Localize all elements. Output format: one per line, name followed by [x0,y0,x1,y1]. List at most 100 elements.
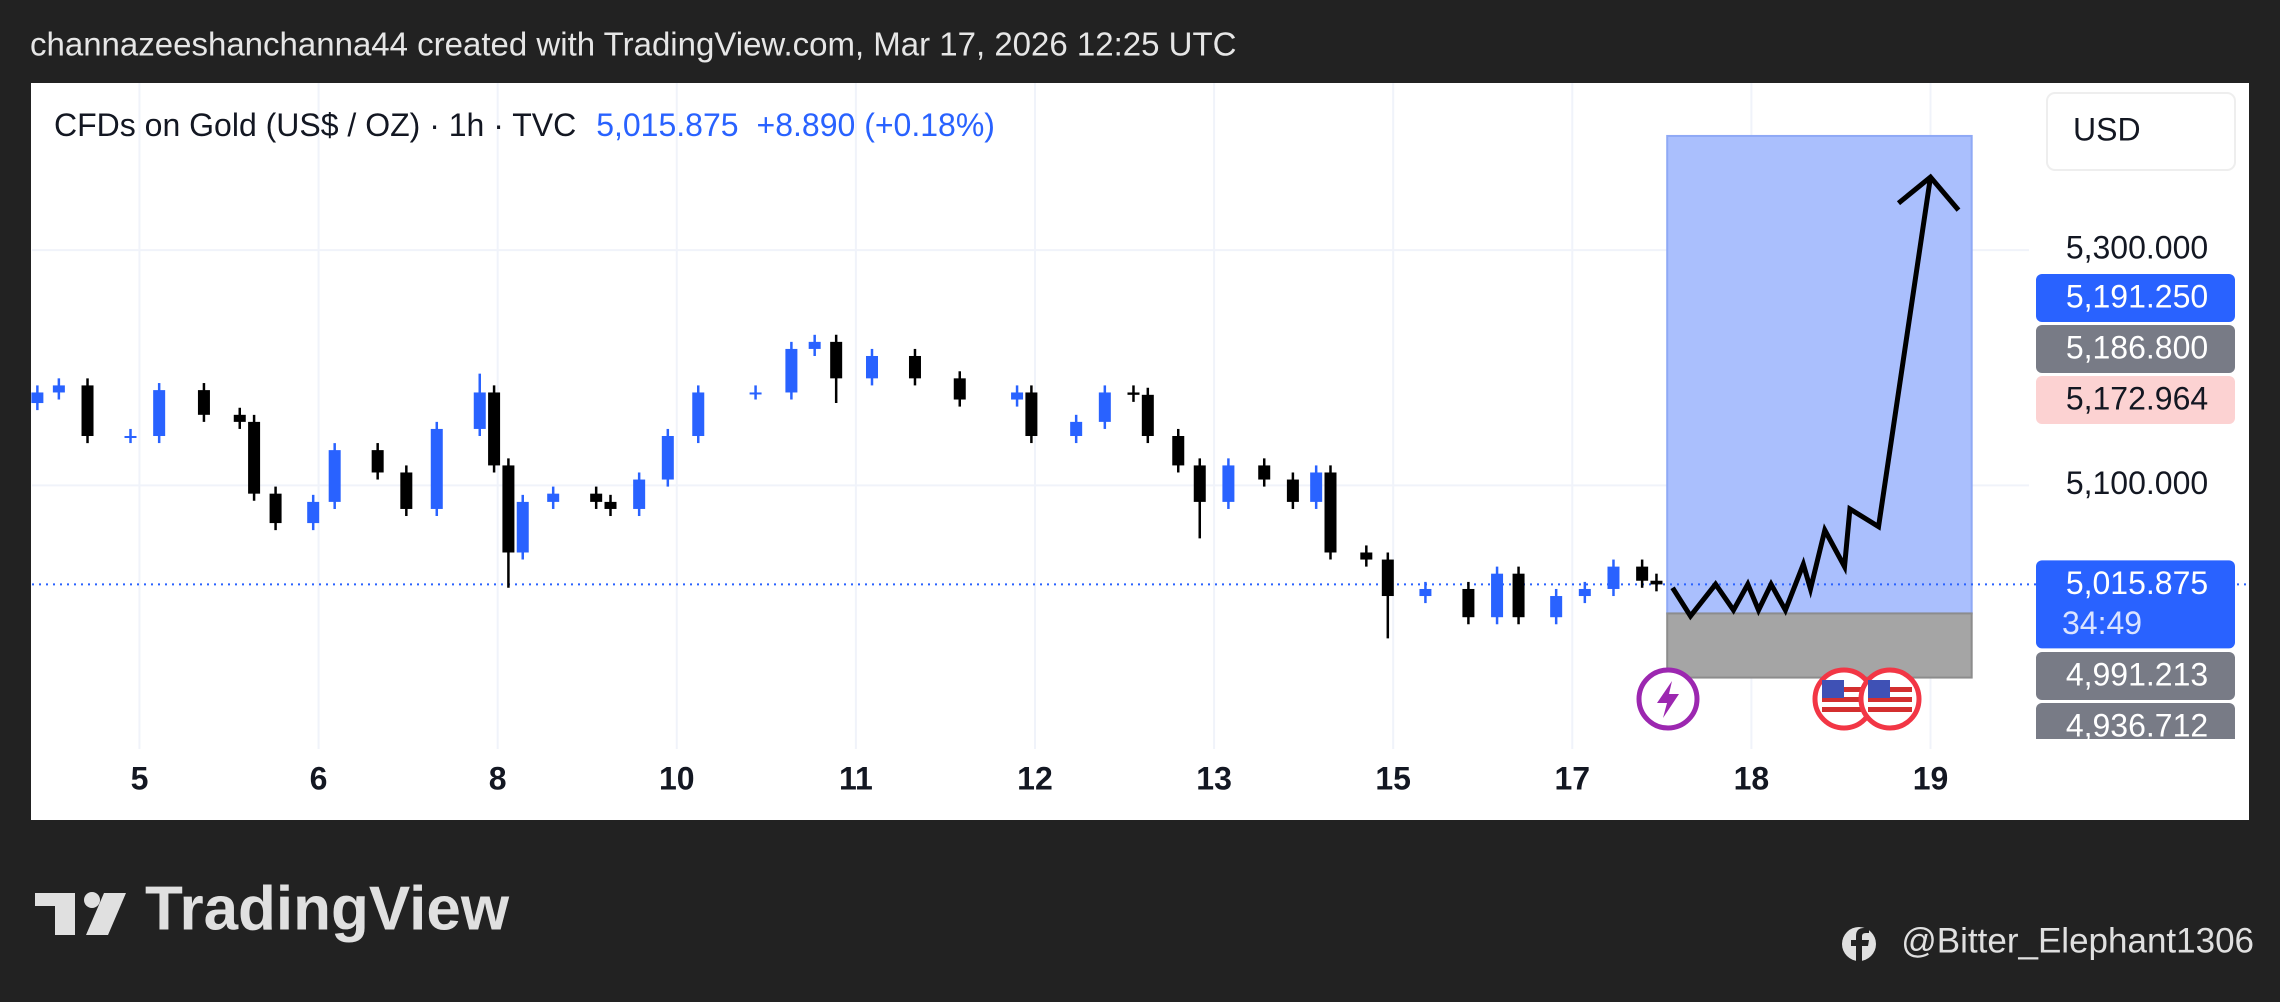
plot-area [31,134,2249,679]
position-stop-zone [1666,612,1973,679]
candle-body [1607,566,1620,589]
candle-body [785,348,798,393]
us-flag-icon[interactable] [1858,667,1922,731]
y-tick-label: 5,100.000 [2066,465,2208,501]
candle-body [1011,392,1024,400]
x-tick-label: 10 [659,760,695,796]
projection-line [1670,176,1933,621]
facebook-icon [1842,927,1876,962]
candle-body [908,355,921,379]
candle-body [1650,580,1663,585]
candle-body [1070,421,1083,437]
candle-body [1193,465,1206,502]
candle-body [1127,392,1140,395]
candle-body [749,392,762,395]
candle-body [516,501,529,553]
candle-body [604,501,617,509]
price-axis: 5 6 8 10 11 12 13 15 17 18 19 5,300.000 5,100.000 5,1… [131,230,2235,796]
candle-body [400,472,413,509]
x-tick-label: 15 [1375,760,1411,796]
currency-box[interactable] [2046,92,2236,171]
candle-body [502,465,515,553]
candle-body [124,436,137,439]
candle-body [547,493,560,502]
symbol-title: CFDs on Gold (US$ / OZ) · 1h · TVC [54,107,576,143]
candle-body [1636,566,1649,581]
brand-name: TradingView [145,874,510,943]
currency[interactable]: USD [2073,111,2141,147]
last-price: 5,015.875 [596,107,738,143]
x-tick-label: 8 [489,760,507,796]
x-tick-label: 5 [131,760,149,796]
position-entry-badge-box [2036,652,2235,700]
x-tick-label: 18 [1734,760,1770,796]
candle-body [473,392,486,429]
candle-body [81,385,94,437]
candle-body [269,493,282,524]
candle-body [371,450,384,473]
candle-body [1578,588,1591,597]
candle-body [488,392,501,466]
candle-body [1141,394,1154,437]
x-tick-label: 13 [1196,760,1232,796]
candle-body [590,493,603,502]
candle-body [328,450,341,502]
candle-body [1360,552,1373,560]
candle-body [865,355,878,379]
candle-body [1286,479,1299,502]
candle-body [197,390,210,415]
candle-body [248,421,261,494]
price-change: +8.890 (+0.18%) [757,107,995,143]
brand-logo [35,892,126,935]
candle-body [1419,588,1432,597]
last-price-badge: 5,015.875 [2066,565,2208,601]
candle-body [953,378,966,400]
candle-body [52,385,65,393]
countdown: 34:49 [2062,605,2142,641]
candle-body [31,392,44,404]
y-tick-label: 5,300.000 [2066,230,2208,266]
position-target-zone [1666,134,1973,615]
symbol-header: CFDs on Gold (US$ / OZ) · 1h · TVC 5,015.… [54,107,995,143]
candle-body [1491,573,1504,618]
x-tick-label: 6 [310,760,328,796]
position-entry-badge: 4,991.213 [2066,656,2208,692]
event-icon[interactable] [1636,667,1700,731]
author-handle: @Bitter_Elephant1306 [1901,921,2254,960]
position-stop-badge-box [2036,703,2235,739]
candle-body [808,341,821,349]
price-badge: 5,186.800 [2066,329,2208,365]
position-stop-badge: 4,936.712 [2066,707,2208,743]
x-tick-label: 12 [1017,760,1053,796]
candle-body [1025,392,1038,437]
candle-body [1222,465,1235,502]
candle-body [633,479,646,509]
candle-body [1310,472,1323,502]
candle-body [1258,465,1271,480]
lower-badges: 4,991.213 4,936.712 [2036,652,2235,743]
price-badge-box [2036,376,2235,424]
candle-body [1172,436,1185,466]
price-badge-box [2036,274,2235,322]
price-badge: 5,191.250 [2066,278,2208,314]
header-text: channazeeshanchanna44 created with Tradi… [30,26,1236,63]
x-tick-label: 19 [1913,760,1949,796]
candle-body [1512,573,1525,618]
x-tick-label: 17 [1554,760,1590,796]
candle-body [1381,559,1394,597]
candle-body [661,436,674,480]
projection-arrowhead [1896,173,1961,212]
last-price-badge-box [2036,560,2235,649]
candle-body [1550,596,1563,618]
candle-body [430,428,443,509]
x-tick-label: 11 [839,760,873,796]
candle-body [692,392,705,437]
price-badge-box [2036,325,2235,373]
candle-body [1324,472,1337,553]
candle-body [153,390,166,437]
candle-body [307,501,320,524]
candle-body [830,341,843,379]
candle-body [233,414,246,422]
